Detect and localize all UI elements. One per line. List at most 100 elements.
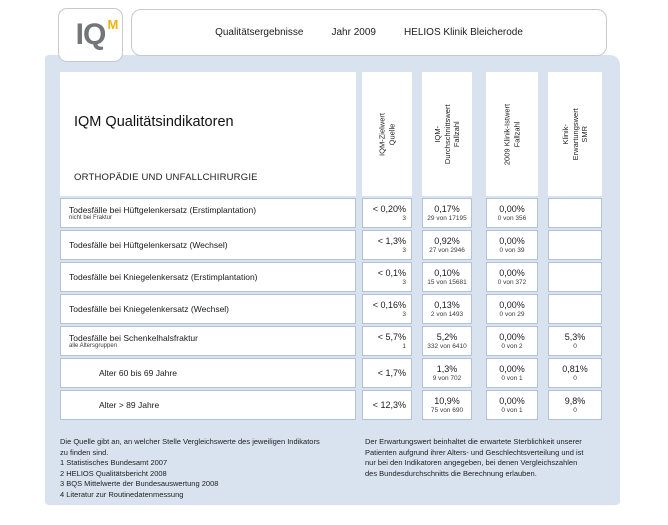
logo-iq-letters: IQ [75, 18, 107, 51]
target-cell: < 0,20% 3 [362, 198, 412, 228]
actual-cases: 0 von 39 [499, 246, 525, 254]
column-header-target-label: IQM-Zielwert Quelle [377, 112, 397, 156]
column-header-actual: 2009 Klinik-Istwert Fallzahl [486, 72, 538, 196]
actual-value: 0,00% [499, 331, 525, 342]
actual-cell: 0,00% 0 von 29 [486, 294, 538, 324]
column-header-target: IQM-Zielwert Quelle [362, 72, 412, 196]
average-cases: 15 von 15681 [427, 278, 467, 286]
actual-cases: 0 von 356 [497, 214, 527, 222]
footnote-expected-value: Der Erwartungswert beinhaltet die erwart… [365, 437, 584, 478]
actual-cell: 0,00% 0 von 356 [486, 198, 538, 228]
logo-m-superscript: M [107, 17, 119, 32]
target-cell: < 1,7% [362, 358, 412, 388]
actual-cases: 0 von 29 [499, 310, 525, 318]
target-source: 1 [402, 342, 406, 350]
actual-value: 0,00% [499, 203, 525, 214]
expected-cell [548, 262, 602, 292]
indicator-name: Alter 60 bis 69 Jahre [99, 368, 177, 378]
column-header-expected-label: Klinik- Erwartungswert SMR [560, 107, 589, 161]
target-cell: < 0,1% 3 [362, 262, 412, 292]
indicator-name-cell: Todesfälle bei Kniegelenkersatz (Erstimp… [60, 262, 356, 292]
actual-cases: 0 von 372 [497, 278, 527, 286]
average-cases: 75 von 690 [430, 406, 464, 414]
indicator-name: Alter > 89 Jahre [99, 400, 160, 410]
expected-cell: 0,81% 0 [548, 358, 602, 388]
expected-cell [548, 198, 602, 228]
target-source: 3 [402, 246, 406, 254]
average-value: 0,92% [434, 235, 460, 246]
expected-smr: 0 [573, 342, 577, 350]
average-value: 10,9% [434, 395, 460, 406]
actual-cases: 0 von 2 [501, 342, 523, 350]
iqm-logo: IQ M [58, 8, 123, 62]
expected-cell: 5,3% 0 [548, 326, 602, 356]
target-cell: < 0,16% 3 [362, 294, 412, 324]
expected-cell [548, 230, 602, 260]
target-cell: < 12,3% [362, 390, 412, 420]
indicator-name: Todesfälle bei Kniegelenkersatz (Wechsel… [69, 304, 230, 314]
actual-value: 0,00% [499, 299, 525, 310]
actual-value: 0,00% [499, 267, 525, 278]
target-value: < 1,3% [377, 235, 406, 246]
table-row: Todesfälle bei Kniegelenkersatz (Erstimp… [60, 262, 602, 292]
target-source: 3 [402, 310, 406, 318]
actual-value: 0,00% [499, 235, 525, 246]
column-header-actual-label: 2009 Klinik-Istwert Fallzahl [502, 103, 522, 165]
indicator-note: alle Altersgruppen [69, 342, 118, 349]
column-header-expected: Klinik- Erwartungswert SMR [548, 72, 602, 196]
target-value: < 0,1% [377, 267, 406, 278]
average-cases: 27 von 2946 [429, 246, 465, 254]
table-row: Alter > 89 Jahre < 12,3% 10,9% 75 von 69… [60, 390, 602, 420]
table-row: Todesfälle bei Hüftgelenkersatz (Wechsel… [60, 230, 602, 260]
indicator-name-cell: Todesfälle bei Hüftgelenkersatz (Erstimp… [60, 198, 356, 228]
indicator-name: Todesfälle bei Kniegelenkersatz (Erstimp… [69, 272, 258, 282]
average-cases: 2 von 1493 [430, 310, 464, 318]
actual-cases: 0 von 1 [501, 406, 523, 414]
average-cell: 1,3% 9 von 702 [422, 358, 472, 388]
average-cases: 332 von 6410 [427, 342, 467, 350]
indicator-name: Todesfälle bei Hüftgelenkersatz (Wechsel… [69, 240, 228, 250]
average-value: 0,17% [434, 203, 460, 214]
footnote-sources: Die Quelle gibt an, an welcher Stelle Ve… [60, 437, 320, 499]
indicator-name-cell: Todesfälle bei Hüftgelenkersatz (Wechsel… [60, 230, 356, 260]
page-title: IQM Qualitätsindikatoren [74, 114, 234, 130]
title-bar-clinic: HELIOS Klinik Bleicherode [403, 27, 523, 38]
target-value: < 0,16% [372, 299, 406, 310]
indicator-name-cell: Alter > 89 Jahre [60, 390, 356, 420]
report-panel: IQM Qualitätsindikatoren ORTHOPÄDIE UND … [45, 55, 620, 505]
average-value: 5,2% [436, 331, 458, 342]
actual-value: 0,00% [499, 363, 525, 374]
table-row: Todesfälle bei Kniegelenkersatz (Wechsel… [60, 294, 602, 324]
table-row: Alter 60 bis 69 Jahre < 1,7% 1,3% 9 von … [60, 358, 602, 388]
report-header-cell: IQM Qualitätsindikatoren ORTHOPÄDIE UND … [60, 72, 356, 196]
average-cell: 10,9% 75 von 690 [422, 390, 472, 420]
actual-value: 0,00% [499, 395, 525, 406]
indicator-name: Todesfälle bei Schenkelhalsfraktur [69, 332, 198, 343]
target-cell: < 1,3% 3 [362, 230, 412, 260]
target-value: < 0,20% [372, 203, 406, 214]
title-bar: Qualitätsergebnisse Jahr 2009 HELIOS Kli… [131, 9, 607, 56]
average-value: 1,3% [436, 363, 458, 374]
average-cell: 0,13% 2 von 1493 [422, 294, 472, 324]
average-cell: 0,10% 15 von 15681 [422, 262, 472, 292]
title-bar-year: Jahr 2009 [331, 27, 376, 38]
indicator-name: Todesfälle bei Hüftgelenkersatz (Erstimp… [69, 204, 257, 215]
average-value: 0,10% [434, 267, 460, 278]
target-source: 3 [402, 214, 406, 222]
indicator-name-cell: Todesfälle bei Kniegelenkersatz (Wechsel… [60, 294, 356, 324]
average-cell: 0,17% 29 von 17195 [422, 198, 472, 228]
expected-cell: 9,8% 0 [548, 390, 602, 420]
average-value: 0,13% [434, 299, 460, 310]
actual-cell: 0,00% 0 von 372 [486, 262, 538, 292]
expected-smr: 0 [573, 374, 577, 382]
target-value: < 5,7% [377, 331, 406, 342]
actual-cases: 0 von 1 [501, 374, 523, 382]
average-cases: 9 von 702 [432, 374, 462, 382]
indicator-note: nicht bei Fraktur [69, 214, 113, 221]
expected-cell [548, 294, 602, 324]
actual-cell: 0,00% 0 von 2 [486, 326, 538, 356]
target-source: 3 [402, 278, 406, 286]
title-bar-product: Qualitätsergebnisse [215, 27, 304, 38]
target-value: < 1,7% [377, 367, 406, 378]
